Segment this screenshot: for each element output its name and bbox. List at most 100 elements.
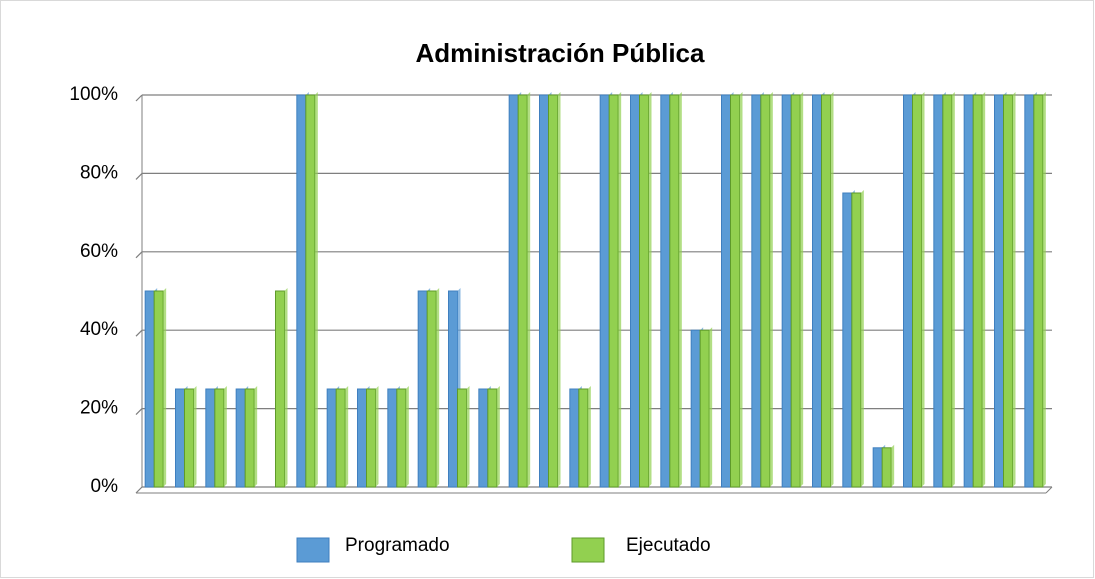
floor-line-right — [1045, 486, 1053, 494]
bar — [608, 94, 619, 488]
bar — [630, 94, 640, 488]
bar — [994, 94, 1004, 488]
grid-line-depth — [135, 486, 143, 494]
bar — [335, 388, 346, 488]
bar — [699, 329, 710, 488]
bar — [690, 329, 701, 488]
bar — [387, 388, 398, 488]
y-tick-label: 0% — [91, 476, 119, 497]
bar — [426, 290, 437, 488]
bar-side — [375, 386, 379, 487]
bar-side — [830, 92, 834, 487]
bar — [781, 94, 792, 488]
bar — [417, 290, 428, 488]
bar — [821, 94, 831, 488]
bar — [660, 94, 671, 488]
bar-side — [223, 386, 227, 487]
bar — [812, 94, 822, 488]
bar-side — [982, 92, 986, 487]
bar-side — [496, 386, 500, 487]
bar — [669, 94, 680, 488]
bar-side — [527, 92, 531, 487]
bar — [184, 388, 194, 488]
grid-line-depth — [135, 408, 143, 416]
bar — [235, 388, 246, 488]
bar — [153, 290, 164, 488]
bar-side — [587, 386, 591, 487]
bar-side — [405, 386, 409, 487]
bar — [963, 94, 974, 488]
y-tick-label: 60% — [80, 241, 118, 262]
chart-title: Administración Pública — [416, 38, 705, 68]
bar — [1024, 94, 1035, 488]
bar — [942, 94, 953, 488]
bar-side — [739, 92, 743, 487]
bar-side — [951, 92, 955, 487]
bar-side — [193, 386, 197, 487]
bar-side — [678, 92, 682, 487]
bar-side — [436, 288, 440, 487]
bar — [457, 388, 467, 488]
bar — [599, 94, 610, 488]
bar — [881, 447, 892, 488]
grid-line-depth — [135, 329, 143, 337]
grid-line-depth — [135, 94, 143, 102]
bar — [508, 94, 519, 488]
bar — [244, 388, 255, 488]
grid-line-depth — [135, 251, 143, 259]
bar — [972, 94, 983, 488]
y-tick-label: 40% — [80, 319, 118, 340]
bar-side — [163, 288, 167, 487]
bar-side — [254, 386, 258, 487]
y-tick-label: 100% — [69, 84, 118, 105]
legend-label: Ejecutado — [626, 535, 711, 556]
bar-side — [891, 444, 895, 487]
bar — [1033, 94, 1044, 488]
bar — [478, 388, 489, 488]
bar — [214, 388, 225, 488]
bar-side — [648, 92, 652, 487]
bar-side — [769, 92, 773, 487]
bar-side — [1012, 92, 1016, 487]
bar — [448, 290, 458, 488]
bar — [275, 290, 285, 488]
bar-side — [557, 92, 561, 487]
bar — [487, 388, 498, 488]
bar — [539, 94, 549, 488]
bar — [144, 290, 155, 488]
grid-line-depth — [135, 172, 143, 180]
bar — [578, 388, 589, 488]
bar — [751, 94, 762, 488]
bar — [730, 94, 740, 488]
bar — [790, 94, 801, 488]
y-tick-label: 80% — [80, 162, 118, 183]
bar-side — [800, 92, 804, 487]
bar — [933, 94, 944, 488]
y-tick-label: 20% — [80, 398, 118, 419]
bar-side — [314, 92, 318, 487]
bar — [639, 94, 649, 488]
bar-side — [860, 190, 864, 487]
bar — [175, 388, 185, 488]
bar — [326, 388, 337, 488]
bar — [842, 192, 853, 488]
bar-side — [1042, 92, 1046, 487]
bar — [396, 388, 407, 488]
legend-label: Programado — [345, 535, 450, 556]
bar — [903, 94, 913, 488]
bar — [548, 94, 558, 488]
bar — [721, 94, 731, 488]
bar-side — [284, 288, 288, 487]
bar — [305, 94, 316, 488]
bar — [357, 388, 367, 488]
bar — [517, 94, 528, 488]
bar — [851, 192, 862, 488]
bar-side — [921, 92, 925, 487]
bar — [1003, 94, 1013, 488]
bar — [366, 388, 376, 488]
bar — [569, 388, 580, 488]
bar — [912, 94, 922, 488]
bar-side — [466, 386, 470, 487]
bar — [296, 94, 307, 488]
